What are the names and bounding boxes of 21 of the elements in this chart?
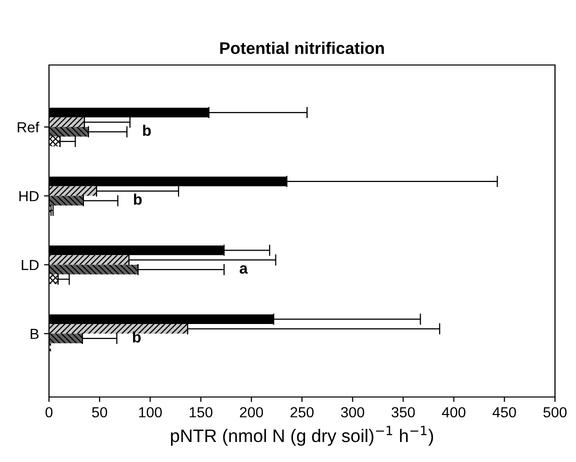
chart-title: Potential nitrification	[220, 42, 384, 54]
annotation: b	[134, 194, 142, 205]
y-tick-label: B	[30, 328, 39, 339]
x-tick-label: 400	[442, 407, 466, 418]
x-tick-label: 0	[46, 407, 52, 418]
x-tick-label: 200	[240, 407, 263, 418]
annotation: b	[132, 331, 141, 343]
x-tick-label: 150	[190, 407, 212, 418]
x-tick-label: 450	[492, 407, 516, 418]
x-tick-label: 100	[139, 407, 162, 418]
x-axis-title: pNTR (nmol N (g dry soil)$^{−1}$ h$^{−1}$)	[171, 426, 434, 446]
annotation: a	[240, 265, 248, 274]
x-tick-label: 50	[92, 407, 108, 418]
x-tick-label: 250	[290, 407, 314, 418]
y-tick-label: Ref	[18, 122, 40, 132]
x-tick-label: 350	[392, 407, 415, 418]
x-tick-label: 500	[543, 407, 567, 418]
annotation: b	[143, 124, 151, 136]
y-tick-label: LD	[22, 260, 39, 270]
x-tick-label: 300	[340, 407, 364, 418]
y-tick-label: HD	[19, 191, 39, 202]
